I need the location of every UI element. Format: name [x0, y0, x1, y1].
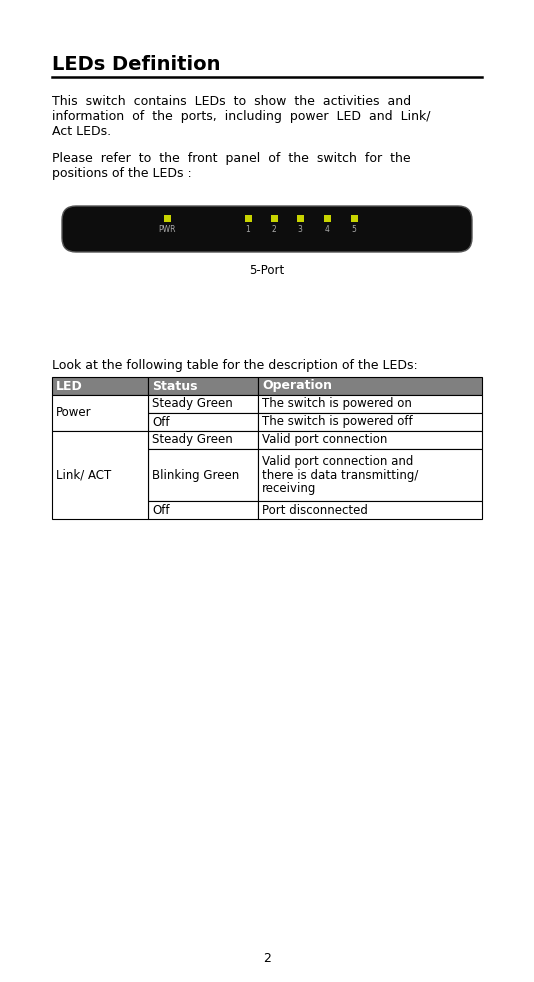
Text: Power: Power — [56, 407, 92, 419]
Text: Operation: Operation — [262, 379, 332, 393]
Text: Valid port connection: Valid port connection — [262, 433, 387, 447]
Text: Off: Off — [152, 504, 169, 517]
Bar — [324, 215, 331, 222]
Bar — [148, 413, 258, 431]
Text: receiving: receiving — [262, 482, 316, 495]
Bar — [148, 449, 258, 501]
Text: 2: 2 — [263, 952, 271, 964]
Text: there is data transmitting/: there is data transmitting/ — [262, 468, 418, 481]
Text: positions of the LEDs :: positions of the LEDs : — [52, 167, 192, 180]
Bar — [148, 377, 258, 395]
Bar — [258, 377, 482, 395]
Bar — [258, 413, 482, 431]
Text: Look at the following table for the description of the LEDs:: Look at the following table for the desc… — [52, 359, 418, 372]
Bar — [258, 395, 482, 413]
Text: 5: 5 — [351, 225, 356, 234]
Text: 4: 4 — [325, 225, 329, 234]
Bar — [163, 215, 170, 222]
Text: The switch is powered on: The switch is powered on — [262, 398, 412, 410]
Text: LEDs Definition: LEDs Definition — [52, 55, 221, 74]
Text: 5-Port: 5-Port — [249, 264, 285, 277]
Text: Status: Status — [152, 379, 198, 393]
Text: The switch is powered off: The switch is powered off — [262, 415, 413, 428]
Bar — [148, 501, 258, 519]
Text: 1: 1 — [246, 225, 250, 234]
Text: Off: Off — [152, 415, 169, 428]
Text: Port disconnected: Port disconnected — [262, 504, 368, 517]
Text: Valid port connection and: Valid port connection and — [262, 455, 413, 468]
Text: Link/ ACT: Link/ ACT — [56, 468, 111, 481]
Text: information  of  the  ports,  including  power  LED  and  Link/: information of the ports, including powe… — [52, 110, 430, 123]
Bar — [52, 395, 148, 431]
Bar — [245, 215, 252, 222]
Text: Act LEDs.: Act LEDs. — [52, 125, 111, 138]
Bar — [148, 431, 258, 449]
Text: 2: 2 — [272, 225, 277, 234]
Bar — [296, 215, 303, 222]
Text: LED: LED — [56, 379, 83, 393]
Text: Steady Green: Steady Green — [152, 398, 233, 410]
Bar — [258, 449, 482, 501]
FancyBboxPatch shape — [62, 206, 472, 252]
Text: This  switch  contains  LEDs  to  show  the  activities  and: This switch contains LEDs to show the ac… — [52, 95, 411, 108]
Text: Blinking Green: Blinking Green — [152, 468, 239, 481]
Text: 3: 3 — [297, 225, 302, 234]
Bar — [350, 215, 357, 222]
Bar — [271, 215, 278, 222]
Bar — [52, 377, 148, 395]
Bar — [148, 395, 258, 413]
Text: Steady Green: Steady Green — [152, 433, 233, 447]
Text: Please  refer  to  the  front  panel  of  the  switch  for  the: Please refer to the front panel of the s… — [52, 152, 411, 165]
Bar — [258, 431, 482, 449]
Bar — [258, 501, 482, 519]
Bar — [52, 431, 148, 519]
Text: PWR: PWR — [158, 225, 176, 234]
